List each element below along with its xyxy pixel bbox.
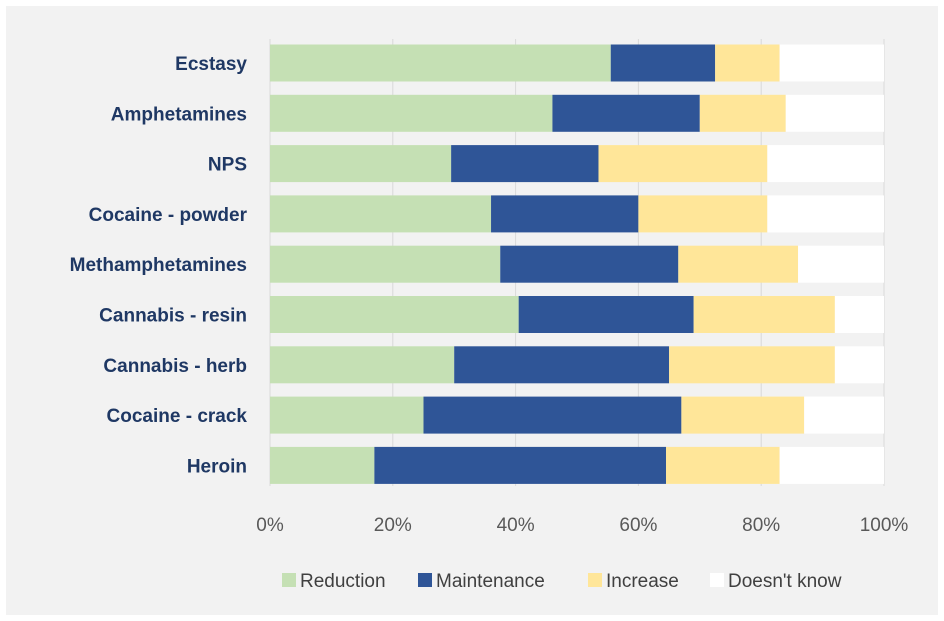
bar-segment-maintenance bbox=[423, 396, 682, 434]
bar-group-cocaine-crack bbox=[270, 396, 884, 434]
category-label: Ecstasy bbox=[175, 54, 247, 75]
bar-segment-maintenance bbox=[610, 44, 716, 82]
legend-swatch bbox=[588, 573, 602, 587]
bar-group-ecstasy bbox=[270, 44, 884, 82]
bar-group-cocaine-powder bbox=[270, 195, 884, 233]
bar-segment-reduction bbox=[270, 396, 424, 434]
stacked-bar-chart: Ecstasy Amphetamines NPS Cocaine - powder Me… bbox=[70, 39, 908, 592]
bar-segment-maintenance bbox=[454, 346, 670, 384]
bar-segment-maintenance bbox=[451, 145, 599, 183]
category-label: Cocaine - crack bbox=[107, 406, 248, 427]
legend-item-maintenance: Maintenance bbox=[418, 571, 545, 592]
legend-swatch bbox=[282, 573, 296, 587]
bar-segment-increase bbox=[666, 446, 780, 484]
bar-group-cannabis-resin bbox=[270, 296, 884, 333]
bar-segment-increase bbox=[715, 44, 780, 82]
legend-label: Reduction bbox=[300, 571, 386, 592]
bar-segment-doesn-t-know bbox=[785, 94, 884, 132]
bar-segment-maintenance bbox=[500, 245, 679, 283]
bar-segment-maintenance bbox=[552, 94, 700, 132]
category-label: Heroin bbox=[187, 456, 247, 477]
bar-segment-maintenance bbox=[491, 195, 639, 233]
category-label: NPS bbox=[208, 155, 247, 176]
bar-segment-increase bbox=[699, 94, 786, 132]
bar-segment-reduction bbox=[270, 94, 553, 132]
bar-segment-reduction bbox=[270, 195, 492, 233]
bar-segment-increase bbox=[678, 245, 799, 283]
bars bbox=[270, 44, 884, 484]
bar-segment-reduction bbox=[270, 245, 501, 283]
bar-group-cannabis-herb bbox=[270, 346, 884, 384]
bar-segment-doesn-t-know bbox=[779, 446, 884, 484]
x-tick-label: 80% bbox=[742, 515, 780, 536]
bar-segment-increase bbox=[693, 296, 835, 333]
bar-segment-doesn-t-know bbox=[779, 44, 884, 82]
x-tick-label: 20% bbox=[374, 515, 412, 536]
legend-label: Maintenance bbox=[436, 571, 545, 592]
bar-segment-maintenance bbox=[374, 446, 667, 484]
legend-item-reduction: Reduction bbox=[282, 571, 386, 592]
bar-segment-reduction bbox=[270, 446, 375, 484]
legend-swatch bbox=[418, 573, 432, 587]
legend-swatch bbox=[710, 573, 724, 587]
x-tick-label: 60% bbox=[619, 515, 657, 536]
bar-segment-maintenance bbox=[518, 296, 694, 333]
legend-item-doesn-t-know: Doesn't know bbox=[710, 571, 842, 592]
bar-segment-doesn-t-know bbox=[767, 195, 884, 233]
bar-segment-doesn-t-know bbox=[804, 396, 884, 434]
bar-segment-reduction bbox=[270, 296, 519, 333]
x-tick-label: 40% bbox=[497, 515, 535, 536]
bar-segment-reduction bbox=[270, 346, 455, 384]
bar-segment-doesn-t-know bbox=[767, 145, 884, 183]
bar-segment-reduction bbox=[270, 145, 452, 183]
bar-segment-increase bbox=[669, 346, 835, 384]
bar-segment-reduction bbox=[270, 44, 611, 82]
legend: Reduction Maintenance Increase Doesn't know bbox=[282, 571, 842, 592]
legend-label: Increase bbox=[606, 571, 679, 592]
bar-segment-increase bbox=[638, 195, 768, 233]
x-axis-tick-labels: 0% 20% 40% 60% 80% 100% bbox=[256, 515, 908, 536]
bar-group-amphetamines bbox=[270, 94, 884, 132]
bar-segment-increase bbox=[681, 396, 805, 434]
category-label: Methamphetamines bbox=[70, 255, 247, 276]
legend-item-increase: Increase bbox=[588, 571, 679, 592]
legend-label: Doesn't know bbox=[728, 571, 842, 592]
x-tick-label: 100% bbox=[860, 515, 909, 536]
chart-area: Ecstasy Amphetamines NPS Cocaine - powder Me… bbox=[6, 6, 938, 615]
bar-group-heroin bbox=[270, 446, 884, 484]
category-label: Amphetamines bbox=[111, 104, 247, 125]
x-tick-label: 0% bbox=[256, 515, 284, 536]
category-label: Cocaine - powder bbox=[89, 205, 248, 226]
category-label: Cannabis - resin bbox=[99, 306, 247, 327]
bar-segment-doesn-t-know bbox=[798, 245, 884, 283]
bar-segment-increase bbox=[598, 145, 768, 183]
bar-group-methamphetamines bbox=[270, 245, 884, 283]
bar-segment-doesn-t-know bbox=[834, 296, 884, 333]
bar-segment-doesn-t-know bbox=[834, 346, 884, 384]
bar-group-nps bbox=[270, 145, 884, 183]
category-label: Cannabis - herb bbox=[103, 356, 247, 377]
category-labels: Ecstasy Amphetamines NPS Cocaine - powder Me… bbox=[70, 54, 248, 477]
